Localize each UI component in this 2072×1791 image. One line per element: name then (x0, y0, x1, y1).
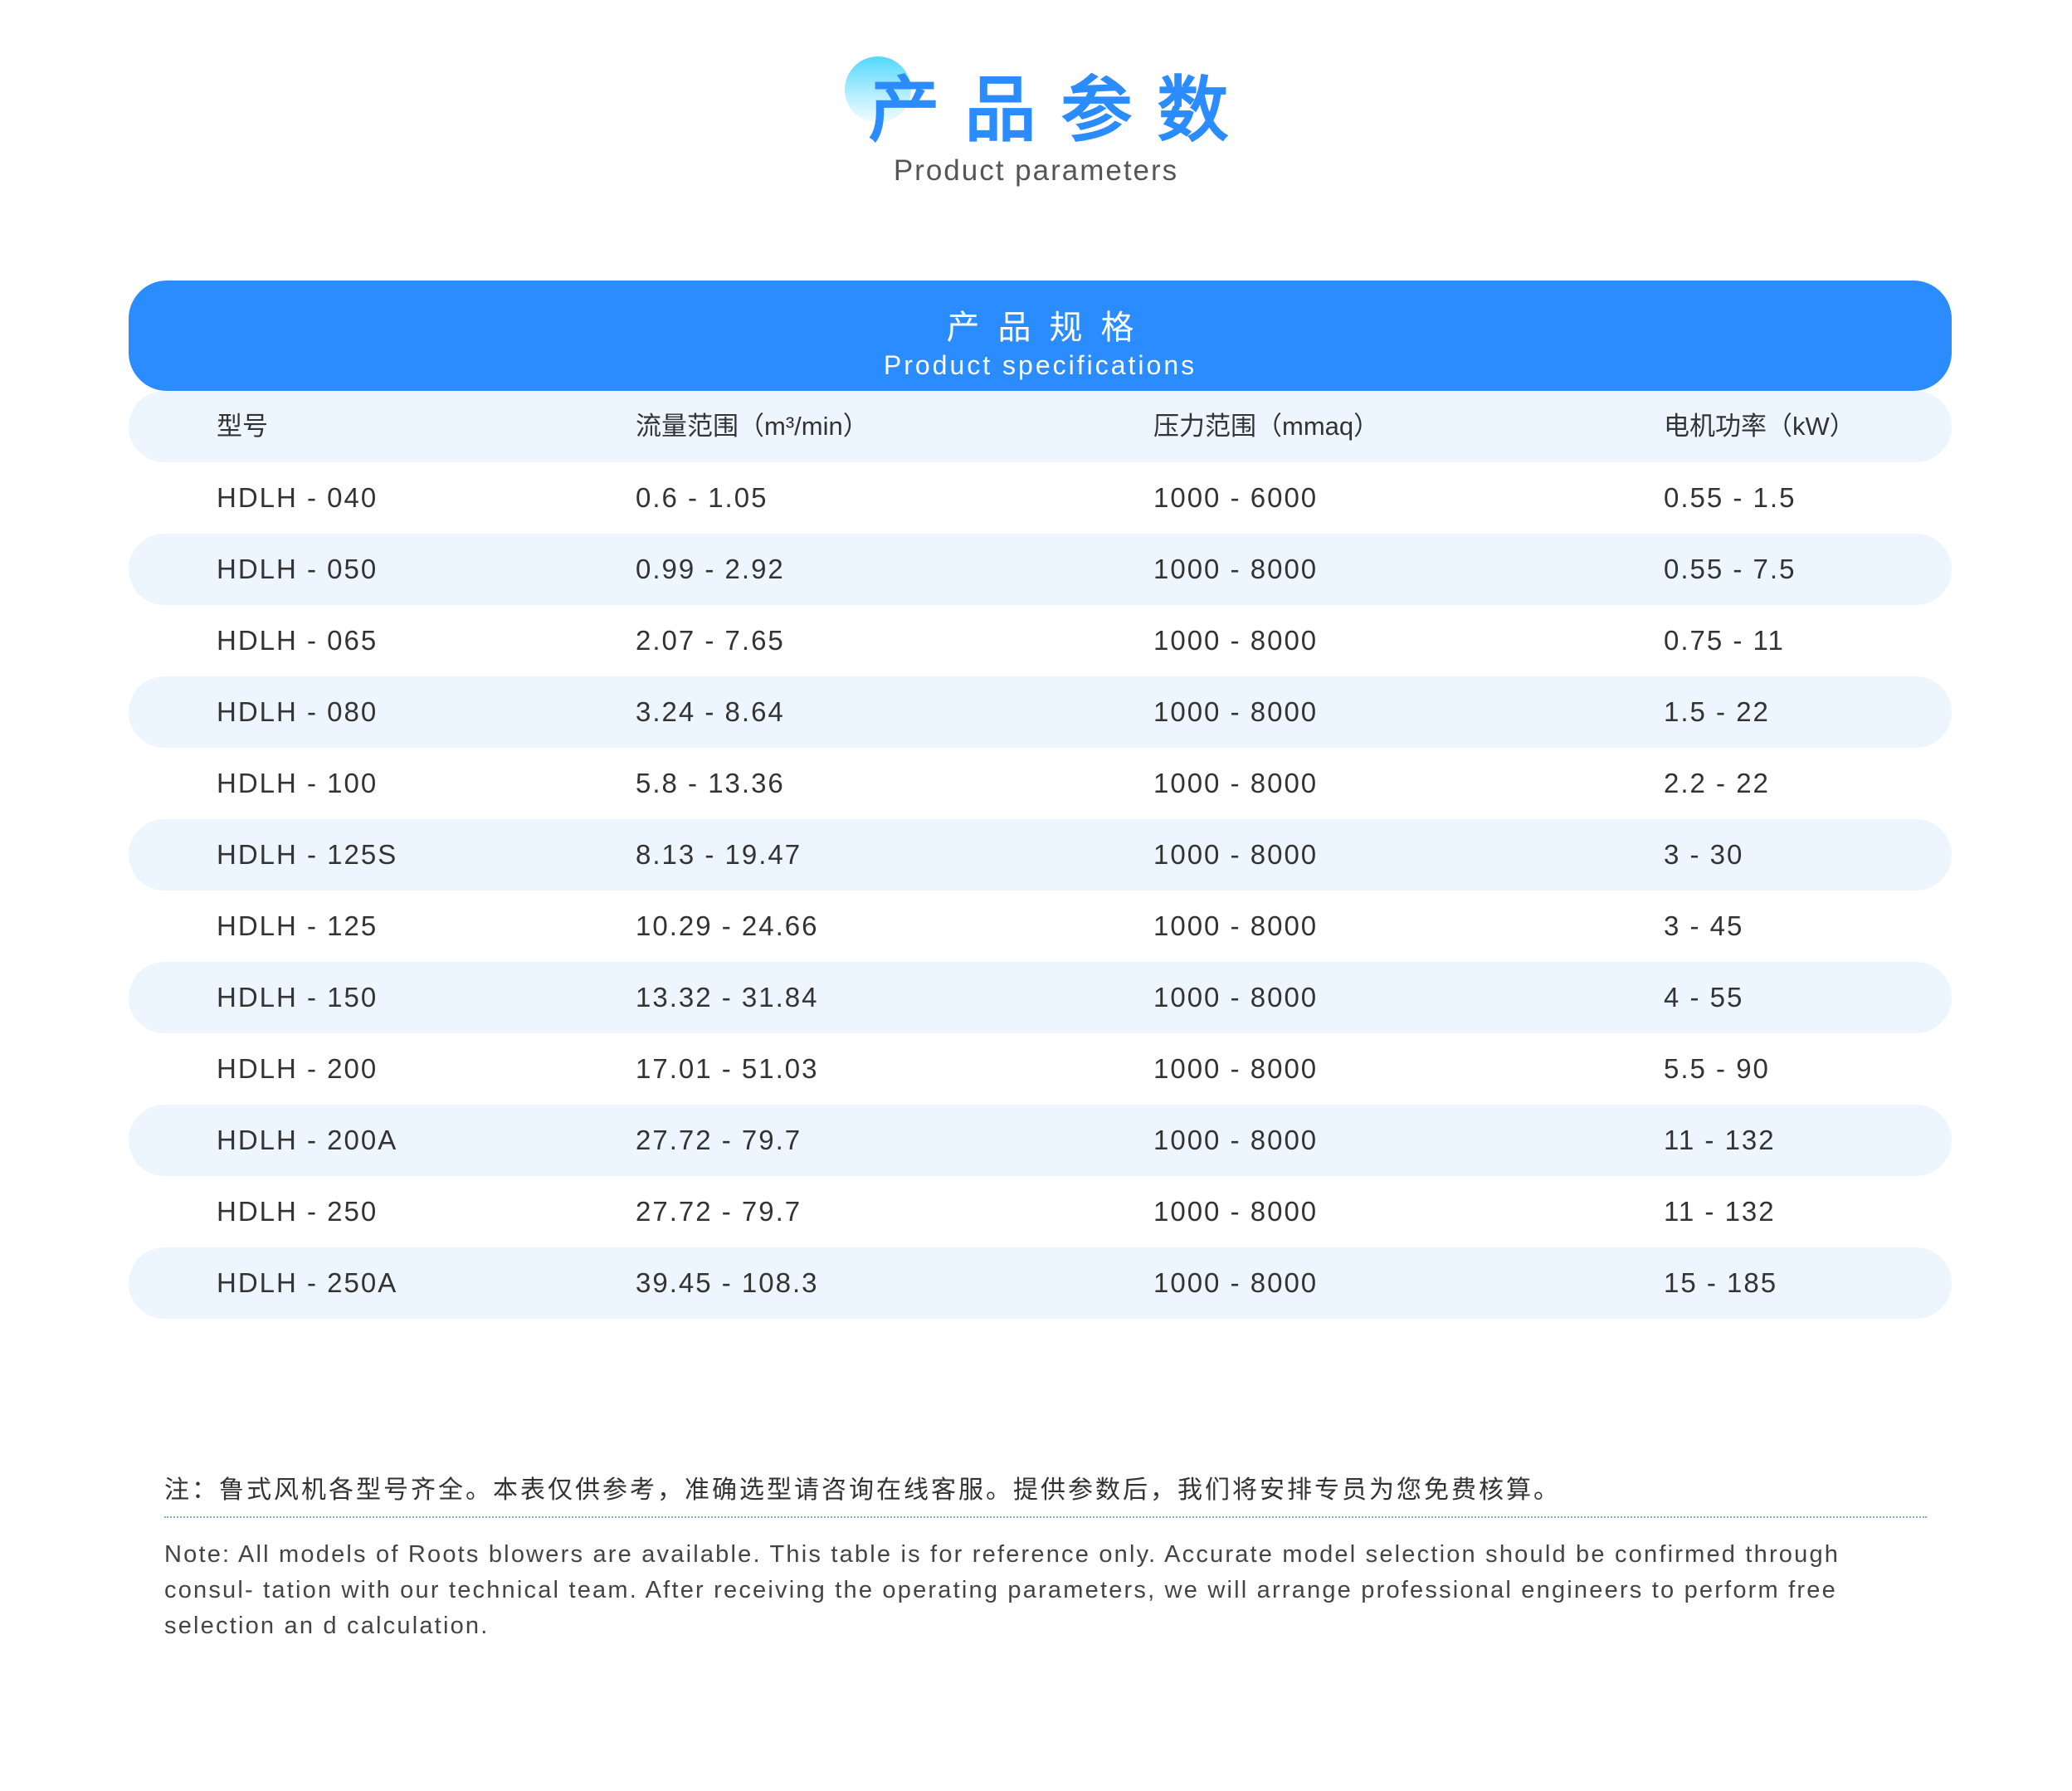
table-cell: 5.5 - 90 (1664, 1053, 1770, 1084)
table-cell: HDLH - 250A (217, 1267, 398, 1298)
table-cell: 0.99 - 2.92 (636, 554, 785, 584)
table-cell: 4 - 55 (1664, 982, 1744, 1013)
table-cell: 1000 - 8000 (1153, 554, 1319, 584)
table-cell: HDLH - 200 (217, 1053, 378, 1084)
table-cell: 5.8 - 13.36 (636, 768, 785, 798)
table-cell: 3 - 30 (1664, 839, 1744, 870)
table-cell: 1.5 - 22 (1664, 696, 1770, 727)
table-cell: HDLH - 050 (217, 554, 378, 584)
table-cell: 0.55 - 1.5 (1664, 482, 1797, 513)
column-header: 电机功率（kW） (1664, 412, 1855, 441)
table-cell: 1000 - 8000 (1153, 1196, 1319, 1227)
note-zh: 注：鲁式风机各型号齐全。本表仅供参考，准确选型请咨询在线客服。提供参数后，我们将… (164, 1476, 1561, 1505)
table-row: HDLH - 200 17.01 - 51.03 1000 - 8000 5.5 - … (129, 1033, 1952, 1105)
banner-title: 产品规格 (946, 309, 1153, 347)
table-cell: 13.32 - 31.84 (636, 982, 819, 1013)
table-row: HDLH - 125 10.29 - 24.66 1000 - 8000 3 - 45 (129, 891, 1952, 962)
table-cell: 0.75 - 11 (1664, 625, 1785, 656)
table-cell: 0.55 - 7.5 (1664, 554, 1797, 584)
table-row: HDLH - 200A 27.72 - 79.7 1000 - 8000 11 - 1… (129, 1105, 1952, 1176)
table-row: HDLH - 080 3.24 - 8.64 1000 - 8000 1.5 - 22 (129, 676, 1952, 748)
table-cell: HDLH - 065 (217, 625, 378, 656)
table-cell: 3 - 45 (1664, 910, 1744, 941)
table-cell: HDLH - 250 (217, 1196, 378, 1227)
table-cell: HDLH - 200A (217, 1125, 398, 1155)
banner-subtitle: Product specifications (883, 350, 1197, 380)
table-cell: HDLH - 080 (217, 696, 378, 727)
table-cell: 11 - 132 (1664, 1125, 1776, 1155)
table-row: HDLH - 040 0.6 - 1.05 1000 - 6000 0.55 - 1.… (129, 462, 1952, 534)
table-row: HDLH - 065 2.07 - 7.65 1000 - 8000 0.75 - 1… (129, 605, 1952, 676)
table-cell: 15 - 185 (1664, 1267, 1778, 1298)
table-cell: 2.2 - 22 (1664, 768, 1770, 798)
table-cell: HDLH - 100 (217, 768, 378, 798)
table-cell: 1000 - 6000 (1153, 482, 1319, 513)
table-cell: HDLH - 125 (217, 910, 378, 941)
table-cell: 3.24 - 8.64 (636, 696, 785, 727)
column-header: 压力范围（mmaq） (1153, 412, 1380, 441)
table-cell: HDLH - 150 (217, 982, 378, 1013)
table-cell: 1000 - 8000 (1153, 1125, 1319, 1155)
table-cell: HDLH - 125S (217, 839, 398, 870)
table-row: HDLH - 100 5.8 - 13.36 1000 - 8000 2.2 - 22 (129, 748, 1952, 819)
table-cell: 39.45 - 108.3 (636, 1267, 819, 1298)
note-divider (164, 1516, 1927, 1518)
table-cell: 1000 - 8000 (1153, 1053, 1319, 1084)
table-cell: 1000 - 8000 (1153, 625, 1319, 656)
page-subtitle: Product parameters (893, 154, 1179, 187)
table-cell: 1000 - 8000 (1153, 768, 1319, 798)
table-cell: 8.13 - 19.47 (636, 839, 802, 870)
column-header: 型号 (217, 412, 268, 441)
table-cell: 17.01 - 51.03 (636, 1053, 819, 1084)
table-cell: 27.72 - 79.7 (636, 1125, 802, 1155)
table-row: HDLH - 250A 39.45 - 108.3 1000 - 8000 15 - … (129, 1247, 1952, 1319)
spec-banner: 产品规格 Product specifications (129, 281, 1952, 391)
table-row: HDLH - 125S 8.13 - 19.47 1000 - 8000 3 - 30 (129, 819, 1952, 891)
table-row: HDLH - 050 0.99 - 2.92 1000 - 8000 0.55 - 7… (129, 534, 1952, 605)
table-cell: 10.29 - 24.66 (636, 910, 819, 941)
table-cell: 11 - 132 (1664, 1196, 1776, 1227)
note-en: Note: All models of Roots blowers are av… (164, 1541, 1840, 1639)
page-title: 产品参数 (868, 69, 1254, 152)
table-cell: 1000 - 8000 (1153, 910, 1319, 941)
table-cell: 2.07 - 7.65 (636, 625, 785, 656)
table-cell: 1000 - 8000 (1153, 982, 1319, 1013)
table-cell: 1000 - 8000 (1153, 839, 1319, 870)
table-row: HDLH - 250 27.72 - 79.7 1000 - 8000 11 - 13… (129, 1176, 1952, 1247)
column-header: 流量范围（m³/min） (636, 412, 869, 441)
table-cell: 1000 - 8000 (1153, 696, 1319, 727)
table-cell: 0.6 - 1.05 (636, 482, 768, 513)
table-cell: HDLH - 040 (217, 482, 378, 513)
table-header-row: 型号 流量范围（m³/min） 压力范围（mmaq） 电机功率（kW） (129, 391, 1952, 462)
table-cell: 1000 - 8000 (1153, 1267, 1319, 1298)
decorative-circle (845, 56, 911, 123)
table-cell: 27.72 - 79.7 (636, 1196, 802, 1227)
table-row: HDLH - 150 13.32 - 31.84 1000 - 8000 4 - 55 (129, 962, 1952, 1033)
